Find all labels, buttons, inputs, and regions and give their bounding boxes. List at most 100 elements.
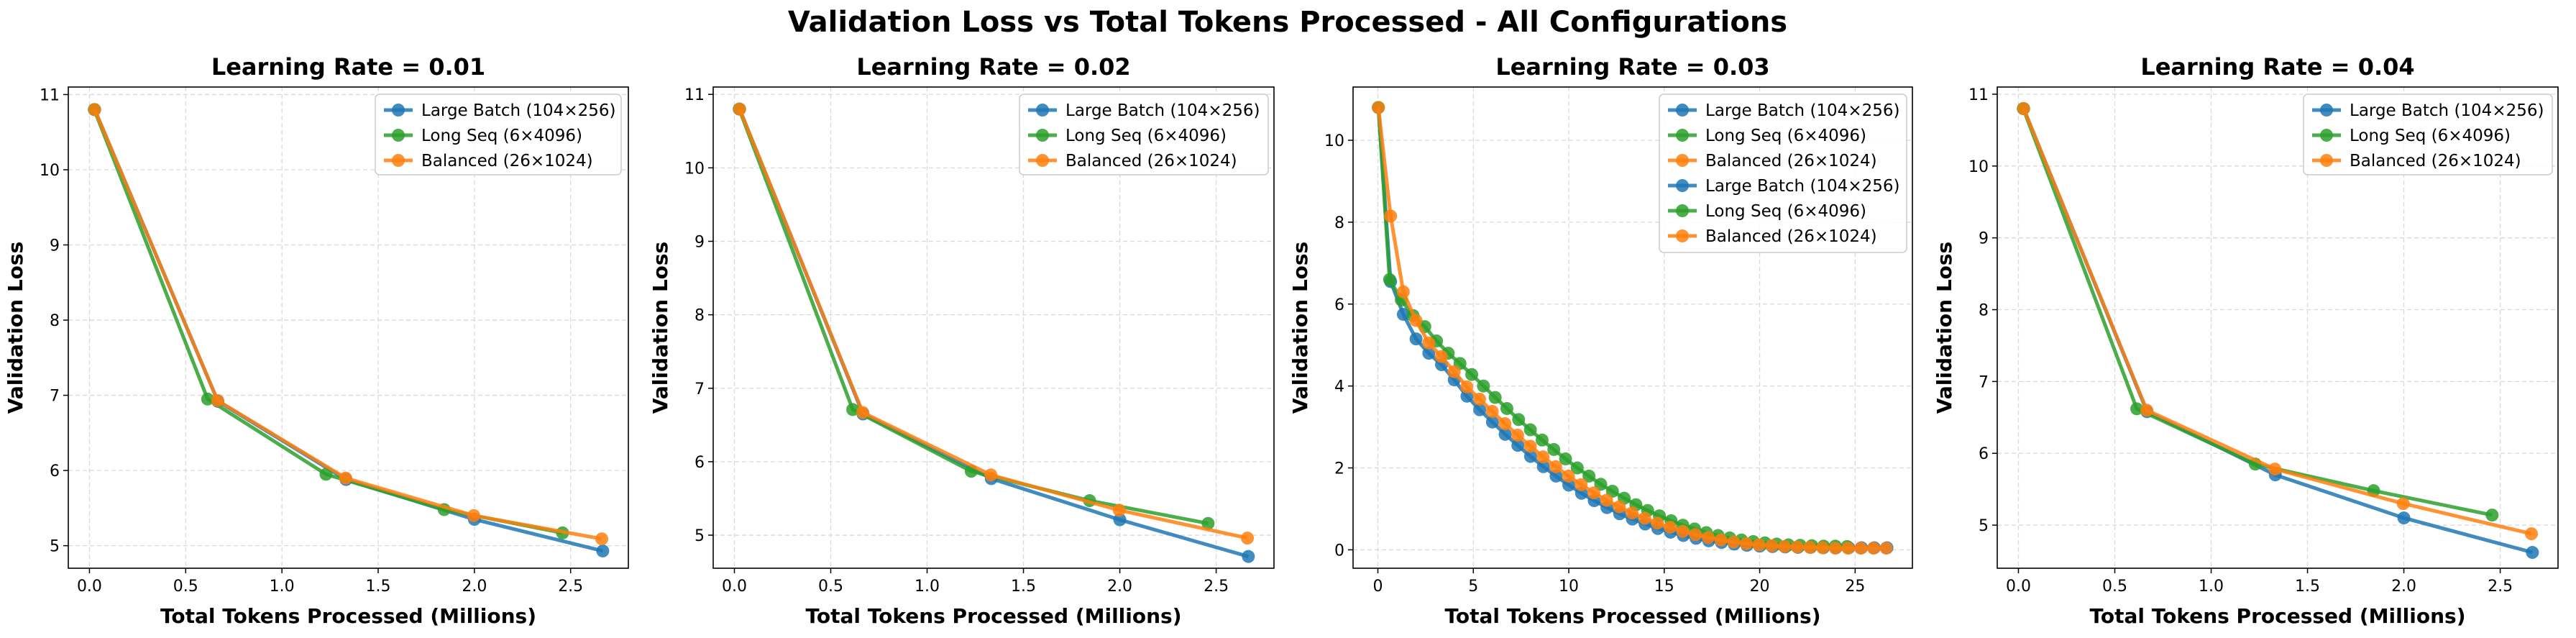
y-axis-label: Validation Loss [4, 242, 27, 414]
data-point [1765, 539, 1779, 552]
data-point [984, 468, 998, 482]
legend-box [375, 94, 622, 176]
data-point [1384, 209, 1398, 223]
chart-panel-3: 0 5 10 15 20 25 0 2 4 6 8 10 Learning Rate = 0.03 Tot… [1288, 53, 1913, 628]
data-point [1422, 336, 1436, 350]
data-point [1587, 486, 1600, 500]
data-point [1460, 389, 1474, 403]
data-point [1854, 542, 1868, 555]
x-tick-label: 1.5 [1011, 578, 1036, 596]
panel-title: Learning Rate = 0.03 [1495, 53, 1769, 81]
data-point [1740, 537, 1754, 550]
legend-label: Large Batch (104×256) [421, 101, 615, 120]
y-tick-label: 6 [695, 454, 705, 472]
data-point [467, 509, 481, 522]
legend-label: Balanced (26×1024) [1065, 152, 1237, 170]
legend-marker [392, 104, 405, 117]
data-point [2268, 462, 2282, 476]
legend-box [1019, 94, 1269, 176]
legend-marker [1676, 129, 1689, 142]
data-point [1549, 469, 1563, 483]
panel-title: Learning Rate = 0.04 [2140, 53, 2414, 81]
figure-title: Validation Loss vs Total Tokens Processe… [788, 6, 1787, 39]
data-point [339, 471, 352, 485]
data-point [1409, 314, 1423, 327]
data-point [1201, 516, 1215, 530]
data-point [1460, 380, 1474, 393]
legend-marker [1036, 104, 1049, 117]
y-tick-label: 10 [1324, 132, 1344, 150]
y-axis-label: Validation Loss [648, 242, 672, 414]
data-point [1113, 513, 1127, 527]
data-point [1396, 307, 1410, 321]
legend-label: Long Seq (6×4096) [1705, 127, 1866, 145]
legend: Large Batch (104×256) Long Seq (6×4096) Ba… [375, 94, 622, 176]
data-point [1512, 413, 1526, 427]
data-point [1488, 391, 1502, 404]
data-point [1241, 532, 1255, 545]
y-tick-label: 9 [1979, 230, 1989, 248]
x-axis-label: Total Tokens Processed (Millions) [805, 604, 1181, 628]
legend-label: Balanced (26×1024) [421, 152, 593, 170]
legend: Large Batch (104×256) Long Seq (6×4096) Ba… [2303, 94, 2553, 176]
legend-label: Long Seq (6×4096) [2350, 127, 2511, 145]
legend-label: Large Batch (104×256) [1705, 101, 1899, 120]
x-axis-label: Total Tokens Processed (Millions) [160, 604, 536, 628]
y-tick-label: 10 [684, 160, 705, 178]
data-point [1752, 538, 1766, 552]
y-tick-label: 4 [1334, 378, 1344, 396]
data-point [2485, 509, 2499, 522]
data-point [1879, 542, 1893, 555]
data-point [1434, 350, 1448, 363]
x-axis-label: Total Tokens Processed (Millions) [1444, 604, 1820, 628]
x-tick-label: 1.5 [365, 578, 390, 596]
x-tick-label: 0.0 [77, 578, 102, 596]
legend-label: Long Seq (6×4096) [1065, 127, 1227, 145]
y-tick-label: 8 [1979, 302, 1989, 320]
legend-label: Balanced (26×1024) [1705, 152, 1877, 170]
data-point [2140, 404, 2153, 417]
data-point [1472, 392, 1486, 406]
legend-label: Large Batch (104×256) [2350, 101, 2544, 120]
data-point [1112, 503, 1126, 517]
legend-marker [392, 129, 405, 142]
data-point [1613, 500, 1626, 514]
data-point [1651, 516, 1664, 530]
legend-box [2303, 94, 2553, 176]
legend-marker [1036, 154, 1049, 167]
y-tick-label: 5 [50, 538, 60, 556]
legend-marker [1676, 229, 1689, 242]
data-point [1600, 493, 1613, 507]
y-tick-label: 9 [695, 233, 705, 251]
data-point [1485, 404, 1499, 418]
data-point [1559, 452, 1572, 465]
data-point [733, 102, 746, 116]
data-point [1575, 478, 1588, 491]
panel-title: Learning Rate = 0.02 [856, 53, 1130, 81]
data-point [1477, 379, 1490, 393]
data-point [1498, 417, 1512, 431]
x-tick-label: 1.0 [2199, 578, 2224, 596]
x-tick-label: 20 [1750, 578, 1770, 596]
legend-marker [2320, 154, 2333, 167]
legend-label: Balanced (26×1024) [2350, 152, 2521, 170]
data-point [1676, 524, 1690, 538]
data-point [88, 103, 101, 117]
data-point [1562, 469, 1575, 483]
y-tick-label: 8 [695, 307, 705, 325]
data-point [1511, 439, 1525, 452]
data-point [1523, 439, 1537, 453]
data-point [1372, 101, 1385, 114]
y-tick-label: 0 [1334, 542, 1344, 560]
data-point [1500, 401, 1513, 415]
x-tick-label: 5 [1468, 578, 1478, 596]
x-tick-label: 0.5 [818, 578, 843, 596]
panel-title: Learning Rate = 0.01 [211, 53, 485, 81]
x-tick-label: 0.0 [2006, 578, 2031, 596]
x-tick-label: 25 [1845, 578, 1865, 596]
data-point [1727, 535, 1741, 549]
data-point [1570, 461, 1584, 475]
y-axis-label: Validation Loss [1288, 242, 1312, 414]
data-point [1664, 521, 1677, 534]
y-tick-label: 2 [1334, 460, 1344, 478]
